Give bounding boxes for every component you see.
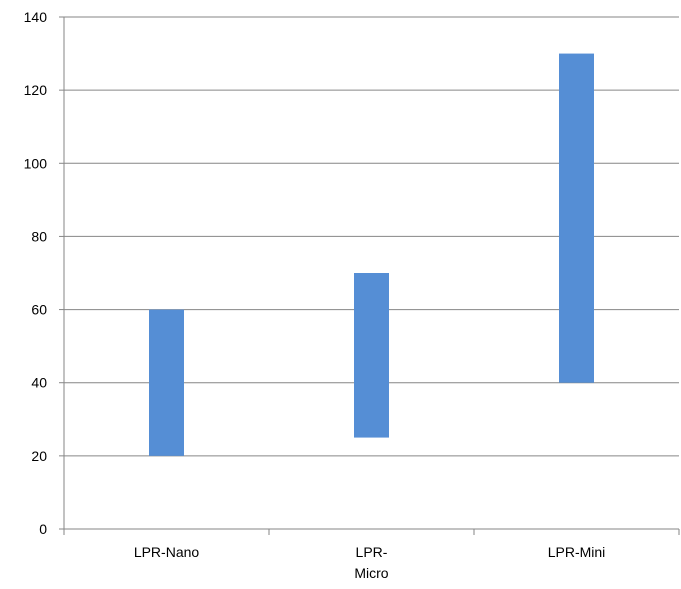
range-bar xyxy=(354,273,389,438)
bars xyxy=(149,53,594,456)
y-tick-label: 80 xyxy=(31,228,47,244)
range-bar xyxy=(149,309,184,456)
axes xyxy=(59,16,680,535)
y-tick-label: 20 xyxy=(31,448,47,464)
x-category-label: LPR-Mini xyxy=(548,544,606,560)
y-tick-label: 100 xyxy=(24,155,48,171)
y-tick-label: 120 xyxy=(24,82,48,98)
y-tick-label: 40 xyxy=(31,375,47,391)
x-category-label: LPR-Nano xyxy=(134,544,200,560)
y-tick-labels: 0 20 40 60 80 100 120 140 xyxy=(24,9,48,537)
y-tick-label: 140 xyxy=(24,9,48,25)
y-tick-label: 60 xyxy=(31,302,47,318)
x-category-labels: LPR-Nano LPR- Micro LPR-Mini xyxy=(134,544,605,581)
x-category-label: LPR- xyxy=(356,544,388,560)
y-tick-label: 0 xyxy=(39,521,47,537)
x-category-label: Micro xyxy=(354,565,388,581)
range-bar xyxy=(559,53,594,383)
